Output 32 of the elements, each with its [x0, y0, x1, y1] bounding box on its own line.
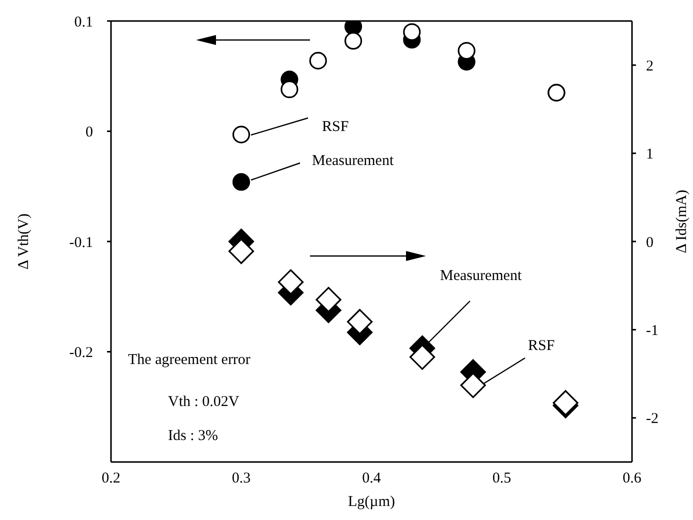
- y2-tick-label: 2: [646, 58, 654, 74]
- annotation: Vth : 0.02V: [168, 394, 240, 410]
- x-tick-label: 0.3: [232, 470, 251, 487]
- legend-label: RSF: [322, 119, 349, 135]
- text: Measurement: [440, 268, 522, 284]
- y-tick-label: 0.1: [74, 14, 93, 30]
- y-tick-label: 0: [86, 124, 93, 141]
- x-tick-label: 0.2: [102, 470, 120, 487]
- y2-tick-label: 0: [646, 234, 654, 251]
- point: [232, 173, 250, 191]
- point: [280, 80, 298, 98]
- y2-tick-label: -2: [646, 411, 658, 428]
- point: [458, 42, 476, 60]
- point: [410, 344, 436, 370]
- y2-tick-label: -1: [646, 323, 658, 340]
- point: [403, 23, 421, 41]
- point: [228, 238, 254, 264]
- x-tick-label: 0.6: [622, 470, 642, 487]
- y2-axis-title: Δ Ids(mA): [674, 190, 690, 254]
- x-tick-label: 0.5: [492, 470, 512, 487]
- point: [278, 269, 304, 295]
- y-tick-label: -0.1: [69, 234, 93, 251]
- annotation: The agreement error: [128, 352, 250, 368]
- y-axis-title: Δ Vth(V): [16, 214, 32, 270]
- y-tick-label: -0.2: [69, 345, 93, 362]
- x-axis-title: Lg(µm): [348, 494, 395, 510]
- text: RSF: [528, 338, 555, 354]
- legend-label: Measurement: [312, 153, 394, 169]
- x-tick-label: 0.4: [362, 470, 382, 487]
- annotation: Ids : 3%: [168, 428, 218, 444]
- y2-tick-label: 1: [646, 146, 654, 163]
- point: [346, 308, 373, 335]
